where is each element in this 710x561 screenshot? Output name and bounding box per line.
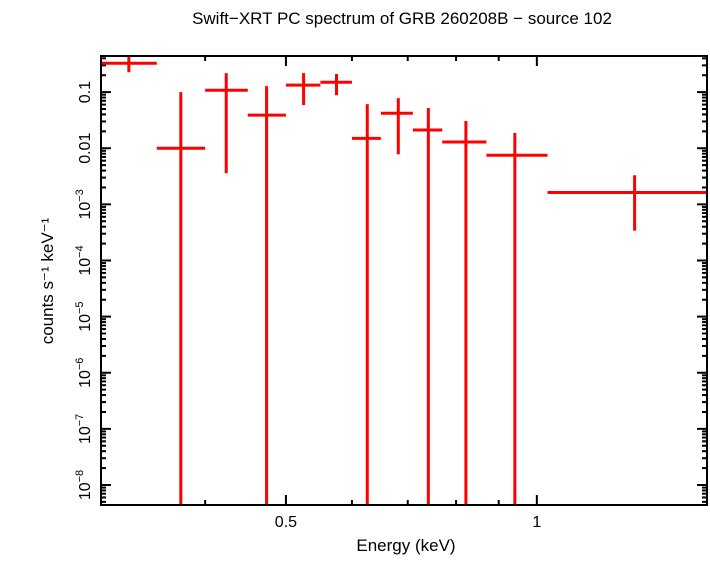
data-point <box>442 121 487 505</box>
y-tick-label: 0.1 <box>77 81 94 103</box>
data-point <box>101 56 157 73</box>
y-tick-label: 10−3 <box>74 189 94 219</box>
data-point <box>380 98 413 155</box>
data-point <box>205 73 248 174</box>
data-point <box>320 74 352 96</box>
data-point <box>412 108 443 505</box>
y-tick-label: 10−4 <box>74 245 94 275</box>
data-point <box>351 104 381 505</box>
y-tick-label: 0.01 <box>77 133 94 164</box>
y-tick-label: 10−8 <box>74 470 94 500</box>
data-point <box>285 73 321 105</box>
x-tick-label: 0.5 <box>275 514 297 531</box>
y-axis-label: counts s⁻¹ keV⁻¹ <box>38 217 57 344</box>
x-tick-label: 1 <box>532 514 541 531</box>
plot-frame <box>100 55 708 506</box>
data-point <box>486 132 548 505</box>
data-point <box>547 175 707 231</box>
y-tick-label: 10−5 <box>74 301 94 331</box>
data-point <box>156 92 206 505</box>
x-axis-label: Energy (keV) <box>356 536 455 555</box>
data-point <box>247 86 286 505</box>
y-tick-label: 10−6 <box>74 358 94 388</box>
chart-title: Swift−XRT PC spectrum of GRB 260208B − s… <box>192 9 612 28</box>
y-tick-label: 10−7 <box>74 414 94 444</box>
